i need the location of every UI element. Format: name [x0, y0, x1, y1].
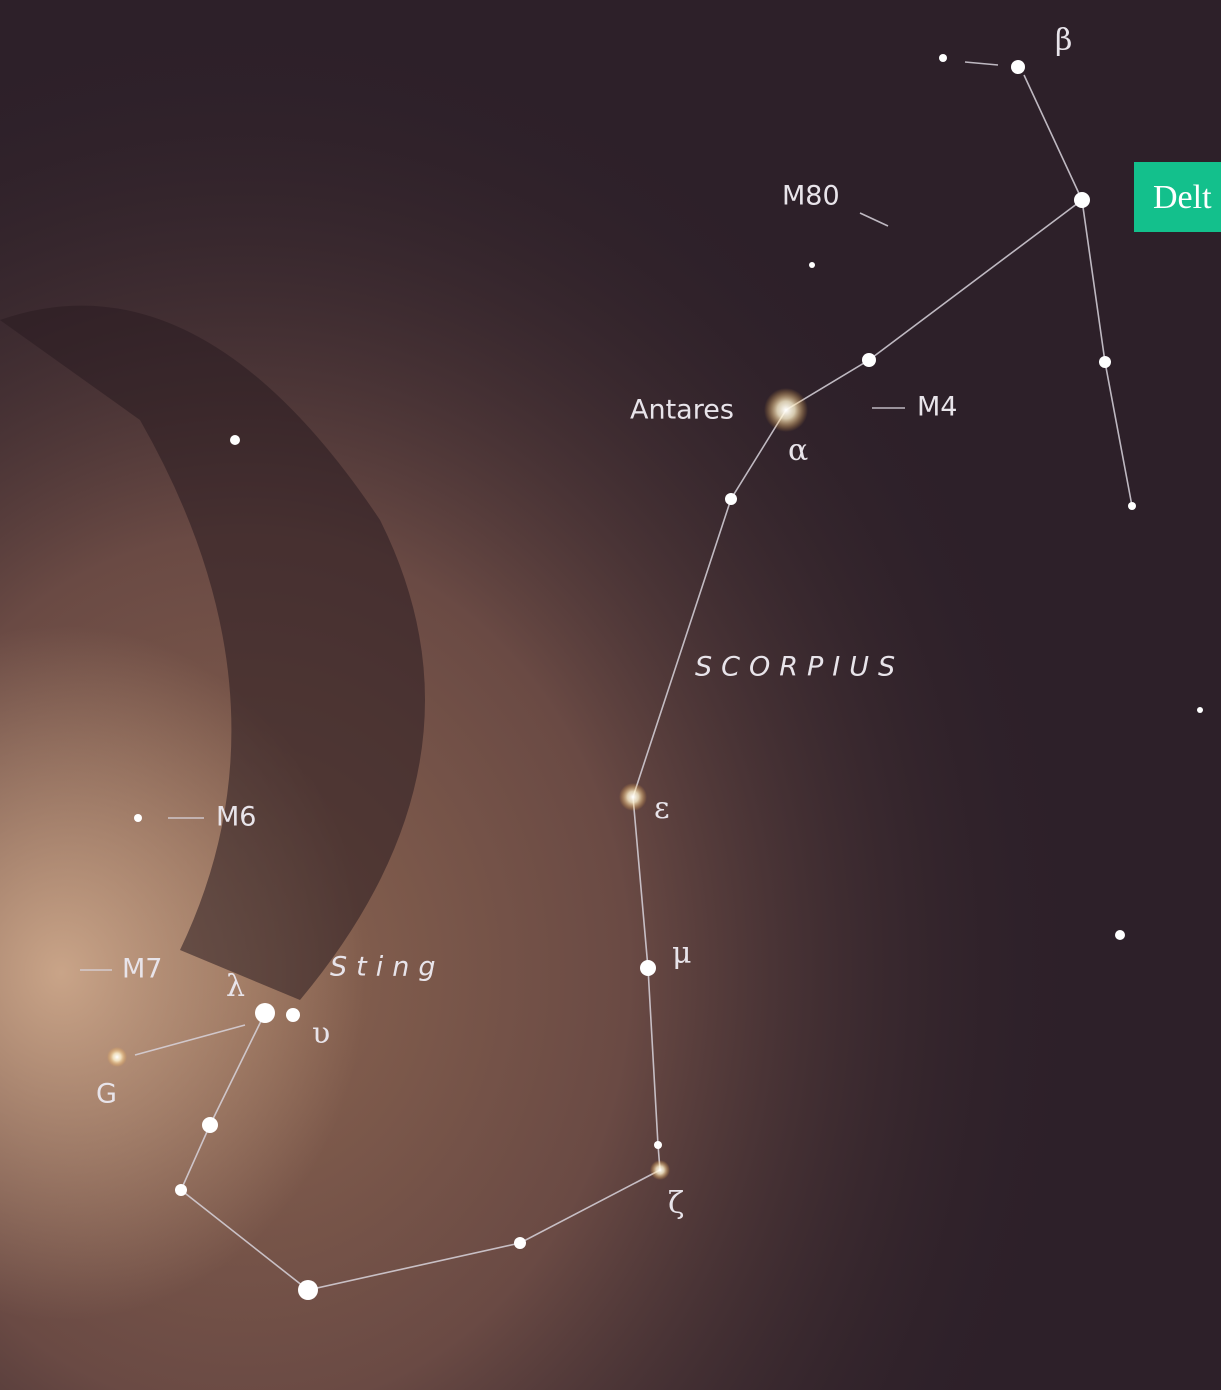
tag-text[interactable]: Delt [1153, 179, 1212, 216]
region-label: Sting [330, 952, 444, 983]
star-label: G [96, 1079, 117, 1110]
tag[interactable]: Delt [1134, 162, 1221, 232]
constellation-label: SCORPIUS [695, 652, 904, 683]
star-label: ε [654, 791, 670, 826]
milky-way-core [0, 0, 1221, 1390]
star-label: β [1055, 23, 1072, 58]
object-label: M80 [782, 181, 840, 212]
star-label: Antares [630, 395, 734, 426]
object-label: M4 [917, 392, 957, 423]
star-label: υ [312, 1016, 330, 1051]
star-label: α [788, 433, 808, 468]
star-label: λ [226, 969, 245, 1004]
object-label: M7 [122, 954, 162, 985]
sky-photo: β M80 Antares α M4 SCORPIUS ε M6 M7 Stin… [0, 0, 1221, 1390]
object-label: M6 [216, 802, 256, 833]
star-label: ζ [668, 1186, 684, 1221]
star-label: μ [672, 936, 692, 971]
